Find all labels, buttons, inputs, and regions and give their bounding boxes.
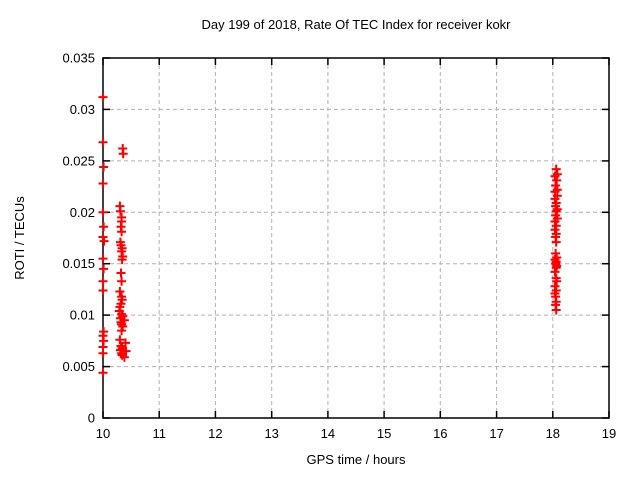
x-tick-label: 12 (208, 426, 222, 441)
x-tick-label: 11 (152, 426, 166, 441)
x-tick-labels-group: 10 11 12 13 14 15 16 17 18 19 (96, 426, 616, 441)
y-axis-title: ROTI / TECUs (12, 196, 27, 280)
x-tick-label: 15 (377, 426, 391, 441)
x-tick-label: 17 (489, 426, 503, 441)
grid-lines-group (103, 58, 609, 418)
plot-border (102, 57, 610, 419)
chart-title: Day 199 of 2018, Rate Of TEC Index for r… (201, 17, 511, 32)
x-tick-label: 14 (321, 426, 335, 441)
y-tick-label: 0.015 (62, 256, 95, 271)
y-tick-label: 0.01 (70, 308, 95, 323)
y-tick-labels-group: 0 0.005 0.01 0.015 0.02 0.025 0.03 0.035 (62, 51, 95, 426)
y-tick-label: 0.02 (70, 205, 95, 220)
x-axis-title: GPS time / hours (307, 452, 406, 467)
scatter-series-ROTI (98, 92, 562, 378)
y-tick-label: 0.035 (62, 51, 95, 66)
y-tick-label: 0.025 (62, 153, 95, 168)
tick-marks-group (102, 57, 610, 419)
y-tick-label: 0.005 (62, 359, 95, 374)
data-points-group (98, 92, 562, 378)
y-tick-label: 0.03 (70, 102, 95, 117)
x-tick-label: 19 (602, 426, 616, 441)
x-tick-label: 10 (96, 426, 110, 441)
y-tick-label: 0 (88, 411, 95, 426)
x-tick-label: 16 (433, 426, 447, 441)
x-tick-label: 18 (546, 426, 560, 441)
x-tick-label: 13 (264, 426, 278, 441)
